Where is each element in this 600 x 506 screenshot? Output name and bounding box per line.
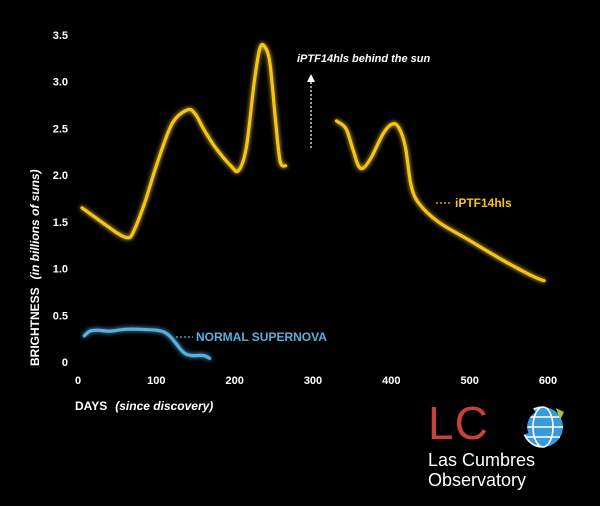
x-tick-label: 500 (460, 375, 478, 387)
series-label-iptf14hls: iPTF14hls (455, 196, 512, 210)
y-tick-label: 1.0 (53, 264, 68, 276)
x-tick-label: 600 (539, 375, 557, 387)
x-tick-label: 400 (382, 375, 400, 387)
series-line-normal-supernova (82, 327, 212, 360)
axes: 0 100 200 300 400 500 600 0 0.5 1.0 1.5 2.0 2.5 3.0 3.… (53, 30, 557, 387)
series-line-iptf14hls (80, 42, 288, 240)
x-tick-label: 300 (304, 375, 322, 387)
series-lines (80, 42, 546, 360)
y-tick-label: 0.5 (53, 310, 68, 322)
y-axis-label: BRIGHTNESS(in billions of suns) (28, 169, 42, 366)
x-tick-label: 0 (75, 375, 81, 387)
x-axis-label: DAYS (since discovery) (75, 399, 213, 413)
y-tick-label: 3.0 (53, 77, 68, 89)
las-cumbres-logo: LC Las Cumbres Observatory (428, 397, 578, 496)
annotation-behind-sun: iPTF14hls behind the sun (297, 53, 431, 65)
x-tick-label: 200 (225, 375, 243, 387)
y-tick-label: 1.5 (53, 217, 68, 229)
logo-name-line2: Observatory (428, 470, 527, 490)
y-tick-label: 2.0 (53, 170, 68, 182)
series-line-iptf14hls (334, 119, 546, 283)
logo-name-line1: Las Cumbres (428, 450, 536, 470)
logo-initials: LC (428, 397, 489, 449)
globe-icon (522, 406, 564, 448)
series-label-normal-supernova: NORMAL SUPERNOVA (196, 330, 327, 344)
y-tick-label: 3.5 (53, 30, 68, 42)
y-tick-label: 0 (62, 357, 68, 369)
y-tick-label: 2.5 (53, 123, 68, 135)
x-tick-label: 100 (147, 375, 165, 387)
annotation-arrowhead (307, 74, 315, 82)
